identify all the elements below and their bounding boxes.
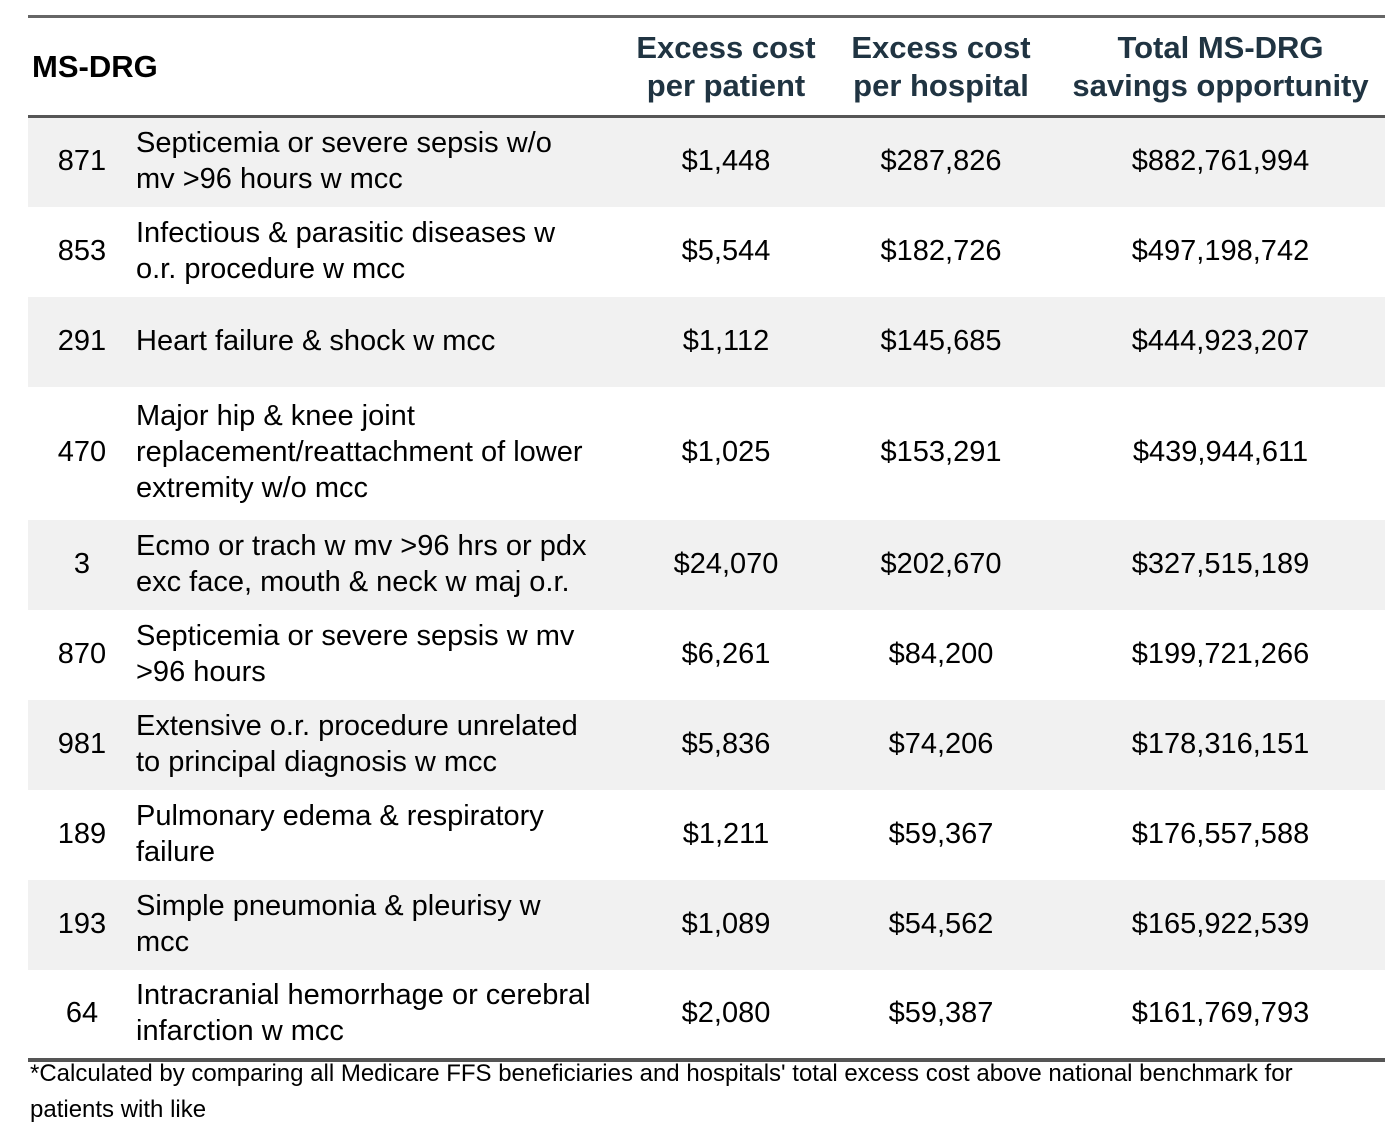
excess-cost-per-hospital-value: $145,685 bbox=[880, 324, 1002, 357]
excess-cost-per-hospital-value: $59,387 bbox=[888, 996, 994, 1029]
excess-cost-per-patient-value: $1,089 bbox=[681, 907, 771, 940]
table-row: 189 Pulmonary edema & respiratory failur… bbox=[28, 789, 1385, 880]
table-row: 981 Extensive o.r. procedure unrelated t… bbox=[28, 699, 1385, 790]
drg-code: 193 bbox=[57, 907, 107, 940]
total-savings-opportunity-value: $882,761,994 bbox=[1131, 145, 1310, 178]
drg-description: Septicemia or severe sepsis w/o mv >96 h… bbox=[136, 127, 552, 196]
drg-description: Intracranial hemorrhage or cerebral infa… bbox=[136, 978, 591, 1047]
total-savings-opportunity-value: $178,316,151 bbox=[1131, 727, 1310, 760]
total-savings-opportunity-value: $327,515,189 bbox=[1131, 547, 1310, 580]
drg-description: Infectious & parasitic diseases w o.r. p… bbox=[136, 216, 556, 285]
table-row: 871 Septicemia or severe sepsis w/o mv >… bbox=[28, 116, 1385, 207]
drg-code: 291 bbox=[57, 324, 107, 357]
excess-cost-per-patient-value: $1,112 bbox=[682, 324, 770, 357]
excess-cost-per-hospital-value: $84,200 bbox=[888, 637, 994, 670]
excess-cost-per-patient-value: $1,211 bbox=[682, 817, 770, 850]
excess-cost-per-hospital-value: $182,726 bbox=[880, 234, 1002, 267]
excess-cost-per-patient-value: $1,025 bbox=[681, 436, 771, 469]
table-row: 291 Heart failure & shock w mcc $1,112 $… bbox=[28, 296, 1385, 387]
excess-cost-per-hospital-value: $202,670 bbox=[880, 547, 1002, 580]
excess-cost-per-patient-value: $24,070 bbox=[673, 547, 779, 580]
col-header-excess-cost-per-hospital: Excess cost per hospital bbox=[826, 16, 1056, 118]
drg-description: Pulmonary edema & respiratory failure bbox=[136, 799, 544, 868]
table-row: 853 Infectious & parasitic diseases w o.… bbox=[28, 206, 1385, 297]
total-savings-opportunity-value: $199,721,266 bbox=[1131, 637, 1310, 670]
table-container: MS-DRG Excess cost per patient Excess co… bbox=[28, 15, 1385, 1062]
drg-code: 870 bbox=[57, 637, 107, 670]
table-row: 64 Intracranial hemorrhage or cerebral i… bbox=[28, 969, 1385, 1060]
drg-code: 981 bbox=[57, 727, 107, 760]
drg-description: Heart failure & shock w mcc bbox=[136, 324, 496, 357]
footnote: *Calculated by comparing all Medicare FF… bbox=[30, 1056, 1380, 1129]
drg-code: 470 bbox=[57, 436, 107, 469]
drg-description: Simple pneumonia & pleurisy w mcc bbox=[136, 889, 541, 958]
excess-cost-per-hospital-value: $287,826 bbox=[880, 145, 1002, 178]
table-row: 193 Simple pneumonia & pleurisy w mcc $1… bbox=[28, 879, 1385, 970]
drg-description: Ecmo or trach w mv >96 hrs or pdx exc fa… bbox=[136, 529, 587, 598]
excess-cost-per-hospital-value: $74,206 bbox=[888, 727, 994, 760]
col-header-total-savings-opportunity: Total MS-DRG savings opportunity bbox=[1056, 16, 1385, 118]
table-row: 3 Ecmo or trach w mv >96 hrs or pdx exc … bbox=[28, 519, 1385, 610]
excess-cost-per-hospital-value: $54,562 bbox=[888, 907, 994, 940]
total-savings-opportunity-value: $497,198,742 bbox=[1131, 234, 1310, 267]
table-row: 470 Major hip & knee joint replacement/r… bbox=[28, 386, 1385, 520]
drg-code: 3 bbox=[73, 547, 91, 580]
drg-code: 64 bbox=[65, 996, 99, 1029]
footnote-line-1: *Calculated by comparing all Medicare FF… bbox=[30, 1060, 1293, 1123]
table-body: 871 Septicemia or severe sepsis w/o mv >… bbox=[28, 116, 1385, 1060]
total-savings-opportunity-value: $444,923,207 bbox=[1131, 324, 1310, 357]
excess-cost-per-patient-value: $5,836 bbox=[681, 727, 771, 760]
excess-cost-per-patient-value: $2,080 bbox=[681, 996, 771, 1029]
excess-cost-per-hospital-value: $153,291 bbox=[880, 436, 1002, 469]
total-savings-opportunity-value: $176,557,588 bbox=[1131, 817, 1310, 850]
drg-description: Septicemia or severe sepsis w mv >96 hou… bbox=[136, 619, 575, 688]
excess-cost-per-patient-value: $1,448 bbox=[681, 145, 771, 178]
total-savings-opportunity-value: $165,922,539 bbox=[1131, 907, 1310, 940]
table-header: MS-DRG Excess cost per patient Excess co… bbox=[28, 16, 1385, 118]
drg-code: 189 bbox=[57, 817, 107, 850]
excess-cost-per-patient-value: $5,544 bbox=[681, 234, 771, 267]
excess-cost-per-hospital-value: $59,367 bbox=[888, 817, 994, 850]
total-savings-opportunity-value: $439,944,611 bbox=[1132, 436, 1309, 469]
ms-drg-savings-table: MS-DRG Excess cost per patient Excess co… bbox=[28, 15, 1385, 1062]
col-header-excess-cost-per-patient: Excess cost per patient bbox=[626, 16, 826, 118]
col-header-msdrg: MS-DRG bbox=[28, 16, 626, 118]
drg-code: 853 bbox=[57, 234, 107, 267]
total-savings-opportunity-value: $161,769,793 bbox=[1131, 996, 1310, 1029]
table-row: 870 Septicemia or severe sepsis w mv >96… bbox=[28, 609, 1385, 700]
excess-cost-per-patient-value: $6,261 bbox=[681, 637, 771, 670]
drg-description: Major hip & knee joint replacement/reatt… bbox=[136, 400, 583, 504]
drg-description: Extensive o.r. procedure unrelated to pr… bbox=[136, 709, 578, 778]
drg-code: 871 bbox=[57, 145, 107, 178]
header-row: MS-DRG Excess cost per patient Excess co… bbox=[28, 16, 1385, 118]
